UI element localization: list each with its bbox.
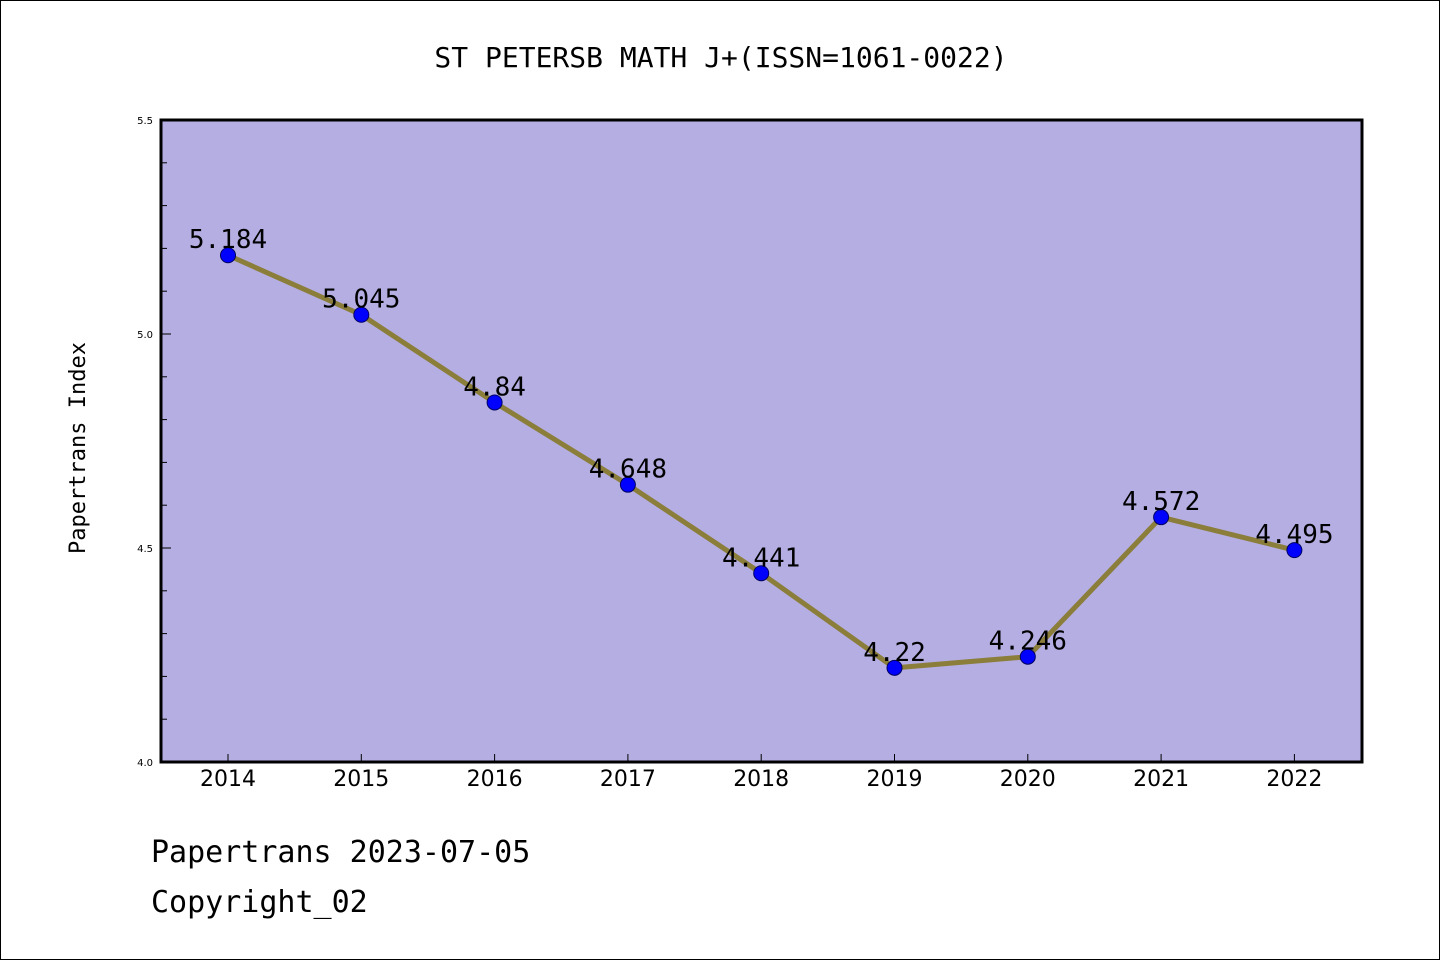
data-point-marker [1019, 648, 1036, 665]
data-point-marker [886, 659, 903, 676]
data-point-marker [1286, 542, 1303, 559]
plot-border [159, 118, 1364, 764]
x-tick-label: 2016 [467, 767, 523, 792]
data-label: 4.648 [589, 455, 667, 485]
data-label: 4.572 [1122, 487, 1200, 517]
x-tick-label: 2018 [733, 767, 789, 792]
chart-title: ST PETERSB MATH J+(ISSN=1061-0022) [434, 41, 1007, 74]
data-point-marker [1153, 509, 1170, 526]
y-tick-label: 4.0 [137, 758, 153, 769]
data-label: 4.495 [1255, 520, 1333, 550]
x-tick-label: 2015 [333, 767, 389, 792]
x-tick-label: 2014 [200, 767, 256, 792]
x-tick-label: 2019 [867, 767, 923, 792]
plot-area: 4.0 4.5 5.0 5.5 2014 2015 2016 2017 2018 2019 2020… [137, 116, 1364, 792]
data-point-marker [220, 247, 236, 264]
data-label: 4.22 [863, 638, 926, 668]
y-tick-label: 5.0 [137, 330, 153, 341]
y-axis-label: Papertrans Index [66, 342, 91, 554]
data-label: 5.045 [322, 285, 400, 315]
data-label: 4.246 [989, 627, 1067, 657]
data-label: 4.441 [722, 543, 800, 573]
footer-date-text: Papertrans 2023-07-05 [151, 835, 531, 870]
data-label: 5.184 [189, 225, 267, 255]
plot-background [161, 120, 1362, 762]
x-tick-label: 2017 [600, 767, 656, 792]
y-tick-label: 5.5 [137, 116, 153, 127]
x-tick-label: 2021 [1133, 767, 1189, 792]
data-label: 4.84 [463, 372, 526, 402]
x-tick-label: 2022 [1266, 767, 1322, 792]
data-point-marker [619, 476, 636, 493]
data-point-marker [353, 306, 370, 323]
data-point-marker [486, 394, 503, 411]
data-point-marker [753, 565, 770, 582]
footer-copyright-text: Copyright_02 [151, 885, 368, 920]
x-tick-label: 2020 [1000, 767, 1056, 792]
y-tick-label: 4.5 [137, 544, 153, 555]
